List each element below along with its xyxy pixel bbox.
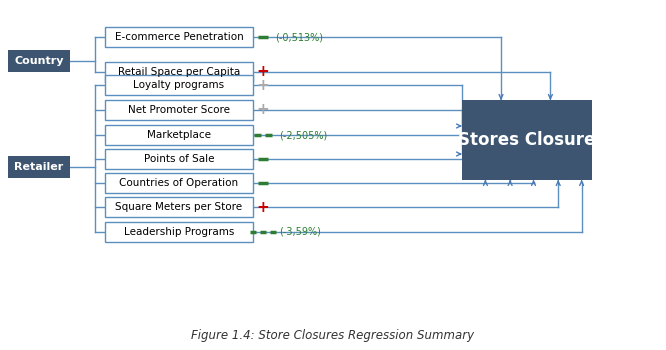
Bar xyxy=(105,62,253,82)
Text: Retailer: Retailer xyxy=(15,162,64,172)
Text: Net Promoter Score: Net Promoter Score xyxy=(128,105,230,115)
Text: +: + xyxy=(256,64,269,79)
Bar xyxy=(105,173,253,193)
Text: Leadership Programs: Leadership Programs xyxy=(124,227,234,237)
Text: Stores Closure: Stores Closure xyxy=(458,131,595,149)
Text: (-0,513%): (-0,513%) xyxy=(275,32,323,42)
Text: Countries of Operation: Countries of Operation xyxy=(119,178,238,188)
Text: E-commerce Penetration: E-commerce Penetration xyxy=(115,32,243,42)
Text: Country: Country xyxy=(14,56,64,66)
Bar xyxy=(462,100,592,180)
Text: Square Meters per Store: Square Meters per Store xyxy=(115,202,242,212)
Bar xyxy=(105,149,253,169)
Text: Marketplace: Marketplace xyxy=(147,130,211,140)
Text: Figure 1.4: Store Closures Regression Summary: Figure 1.4: Store Closures Regression Su… xyxy=(191,329,475,342)
Bar xyxy=(105,75,253,95)
Bar xyxy=(105,222,253,242)
Bar xyxy=(8,156,70,178)
Text: Points of Sale: Points of Sale xyxy=(144,154,214,164)
Text: +: + xyxy=(256,199,269,215)
Bar xyxy=(105,197,253,217)
Bar xyxy=(105,100,253,120)
Bar xyxy=(8,50,70,72)
Text: (-2,505%): (-2,505%) xyxy=(279,130,327,140)
Text: Loyalty programs: Loyalty programs xyxy=(133,80,224,90)
Text: +: + xyxy=(256,103,269,118)
Text: +: + xyxy=(256,77,269,92)
Bar xyxy=(105,27,253,47)
Text: (-3,59%): (-3,59%) xyxy=(279,227,321,237)
Text: Retail Space per Capita: Retail Space per Capita xyxy=(118,67,240,77)
Bar xyxy=(105,125,253,145)
